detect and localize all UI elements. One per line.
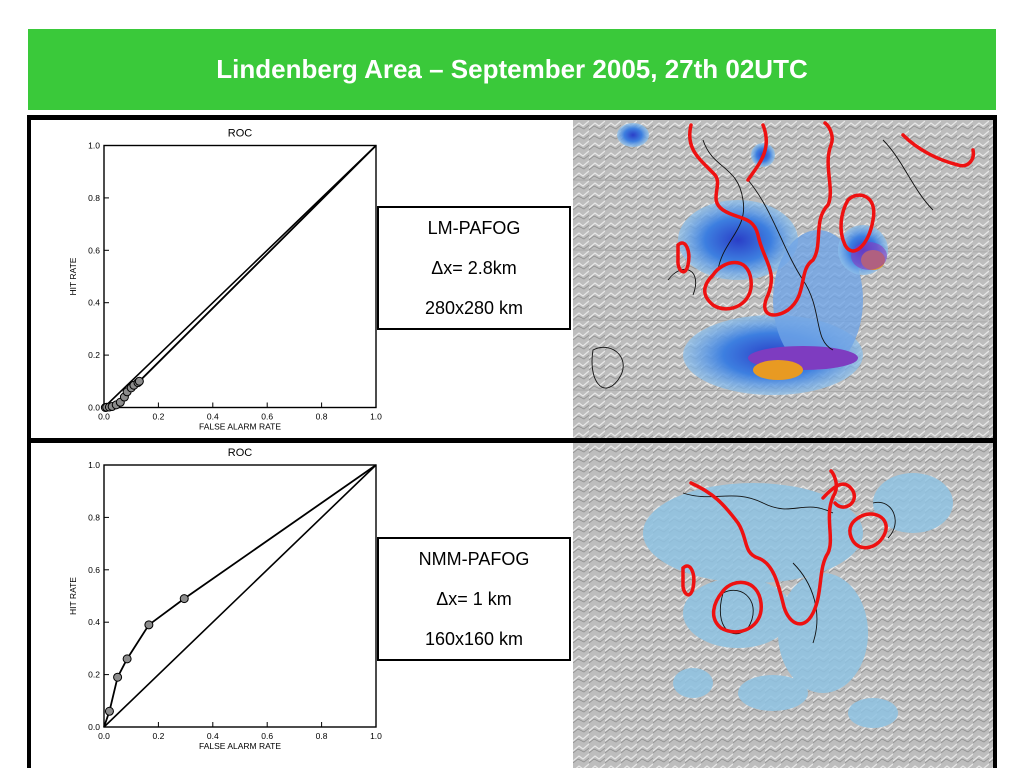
domain-size: 280x280 km <box>424 298 524 318</box>
roc-point <box>144 620 154 630</box>
roc-point <box>179 594 189 604</box>
title-bar: Lindenberg Area – September 2005, 27th 0… <box>28 29 996 110</box>
roc-chart-lm: ROC 0.0 0.2 0.4 0.6 0.8 1.0 0.0 0.2 0.4 0.6 0.8 1.0 F… <box>68 128 382 432</box>
chart-title: ROC <box>228 128 253 140</box>
domain-size: 160x160 km <box>424 629 524 649</box>
x-tick-label: 0.8 <box>316 731 328 741</box>
x-tick-label: 0.0 <box>98 731 110 741</box>
y-axis-label: HIT RATE <box>68 577 78 615</box>
panel-nmm-pafog: ROC 0.0 0.2 0.4 0.6 0.8 1.0 0.0 0.2 0.4 0.6 0.8 1.0 F… <box>31 443 993 768</box>
model-label-box-lm: LM-PAFOG Δx= 2.8km 280x280 km <box>377 206 571 330</box>
y-tick-label: 0.4 <box>88 617 100 627</box>
panel-lm-pafog: ROC 0.0 0.2 0.4 0.6 0.8 1.0 0.0 0.2 0.4 0.6 0.8 1.0 F… <box>31 120 993 438</box>
no-skill-diagonal <box>103 464 377 728</box>
x-tick-label: 0.2 <box>152 731 164 741</box>
x-tick-label: 1.0 <box>370 412 382 422</box>
roc-point <box>113 672 123 682</box>
x-tick-label: 0.4 <box>207 731 219 741</box>
y-tick-label: 0.8 <box>88 193 100 203</box>
slide-title: Lindenberg Area – September 2005, 27th 0… <box>216 54 808 84</box>
x-tick-label: 0.8 <box>316 412 328 422</box>
y-tick-label: 1.0 <box>88 141 100 151</box>
fog-map-lm <box>573 120 993 438</box>
x-tick-label: 0.4 <box>207 412 219 422</box>
y-tick-label: 0.4 <box>88 298 100 308</box>
content-frame: ROC 0.0 0.2 0.4 0.6 0.8 1.0 0.0 0.2 0.4 0.6 0.8 1.0 F… <box>27 115 997 768</box>
observed-fog-contours <box>676 121 976 317</box>
y-tick-label: 0.2 <box>88 670 100 680</box>
model-name: LM-PAFOG <box>427 218 521 238</box>
x-tick-label: 0.6 <box>261 412 273 422</box>
plot-frame <box>103 144 377 409</box>
x-tick-label: 0.2 <box>152 412 164 422</box>
roc-point <box>104 706 114 716</box>
model-label-box-nmm: NMM-PAFOG Δx= 1 km 160x160 km <box>377 537 571 661</box>
grid-spacing: Δx= 1 km <box>436 589 512 609</box>
y-tick-label: 0.0 <box>88 722 100 732</box>
observed-fog-contours <box>681 469 888 634</box>
y-tick-label: 0.6 <box>88 245 100 255</box>
x-axis-label: FALSE ALARM RATE <box>199 422 281 432</box>
y-tick-label: 0.6 <box>88 565 100 575</box>
y-tick-label: 0.2 <box>88 350 100 360</box>
model-name: NMM-PAFOG <box>418 549 530 569</box>
fog-map-nmm <box>573 443 993 768</box>
roc-chart-nmm: ROC 0.0 0.2 0.4 0.6 0.8 1.0 0.0 0.2 0.4 0.6 0.8 1.0 F… <box>68 447 382 751</box>
plot-frame <box>103 464 377 728</box>
x-tick-label: 0.0 <box>98 412 110 422</box>
roc-point <box>134 376 144 386</box>
x-tick-label: 1.0 <box>370 731 382 741</box>
chart-title: ROC <box>228 447 253 459</box>
no-skill-diagonal <box>103 144 377 409</box>
y-tick-label: 1.0 <box>88 460 100 470</box>
grid-spacing: Δx= 2.8km <box>431 258 517 278</box>
fog-probability-field <box>643 473 953 728</box>
y-axis-label: HIT RATE <box>68 257 78 295</box>
roc-point <box>122 654 132 664</box>
y-tick-label: 0.8 <box>88 512 100 522</box>
y-tick-label: 0.0 <box>88 403 100 413</box>
x-axis-label: FALSE ALARM RATE <box>199 741 281 751</box>
x-tick-label: 0.6 <box>261 731 273 741</box>
